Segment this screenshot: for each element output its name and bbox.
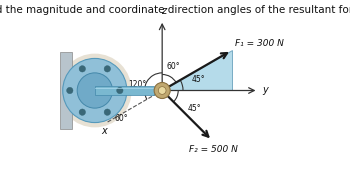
Circle shape	[117, 87, 123, 94]
Circle shape	[77, 73, 112, 108]
Circle shape	[58, 54, 132, 127]
Circle shape	[63, 58, 127, 123]
Text: x: x	[101, 126, 107, 136]
Circle shape	[104, 109, 111, 115]
Text: z: z	[161, 6, 166, 16]
Circle shape	[79, 109, 85, 115]
Text: 60°: 60°	[166, 62, 180, 71]
Polygon shape	[60, 52, 72, 129]
Text: F₁ = 300 N: F₁ = 300 N	[236, 39, 284, 48]
Text: F₂ = 500 N: F₂ = 500 N	[189, 145, 238, 154]
Text: y: y	[262, 85, 268, 96]
Polygon shape	[95, 86, 154, 95]
Circle shape	[66, 87, 73, 94]
Text: 60°: 60°	[115, 114, 128, 123]
Text: Find the magnitude and coordinate direction angles of the resultant force.: Find the magnitude and coordinate direct…	[0, 5, 350, 15]
Circle shape	[79, 66, 85, 72]
Circle shape	[104, 66, 111, 72]
Text: 45°: 45°	[192, 75, 205, 84]
Polygon shape	[162, 50, 232, 90]
Text: 120°: 120°	[128, 80, 147, 89]
Circle shape	[154, 83, 170, 98]
Text: 45°: 45°	[187, 104, 201, 113]
Circle shape	[158, 87, 166, 94]
